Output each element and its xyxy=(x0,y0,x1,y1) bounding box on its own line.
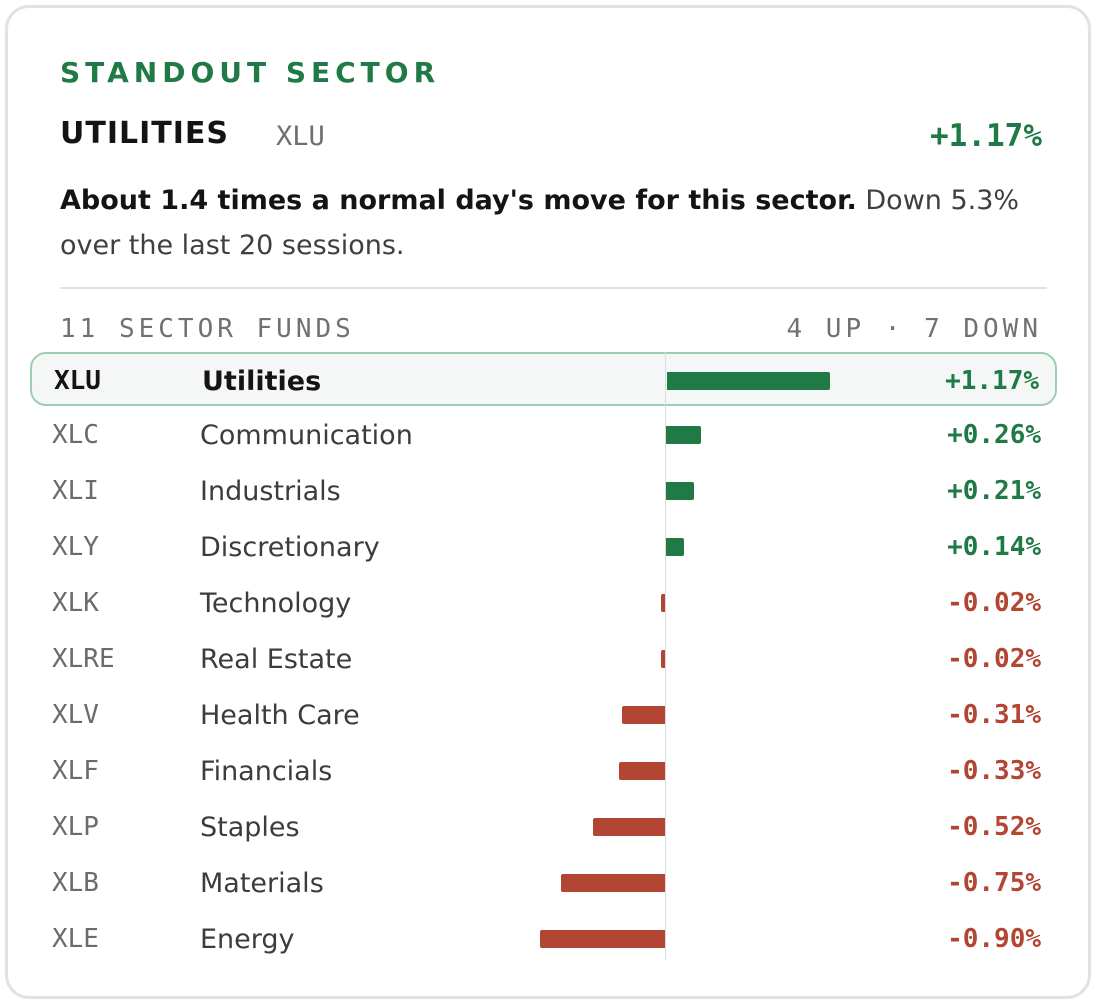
row-bar xyxy=(665,426,702,444)
row-ticker: XLE xyxy=(52,924,99,954)
row-value: -0.31% xyxy=(947,700,1041,730)
row-ticker: XLF xyxy=(52,756,99,786)
row-name: Staples xyxy=(200,812,300,843)
summary-rest: Down 5.3% over the last 20 sessions. xyxy=(60,185,1020,261)
funds-label: 11 SECTOR FUNDS xyxy=(60,314,355,344)
card-eyebrow: STANDOUT SECTOR xyxy=(60,56,441,89)
row-value: +0.21% xyxy=(947,476,1041,506)
sector-ticker: XLU xyxy=(276,121,325,152)
sector-name: UTILITIES xyxy=(60,116,229,151)
row-bar xyxy=(539,930,665,948)
sector-row-xli: XLI Industrials +0.21% xyxy=(30,464,1057,518)
row-bar xyxy=(560,874,665,892)
sector-row-xlre: XLRE Real Estate -0.02% xyxy=(30,632,1057,686)
row-bar xyxy=(665,482,695,500)
sector-summary: About 1.4 times a normal day's move for … xyxy=(60,178,1050,268)
row-value: -0.33% xyxy=(947,756,1041,786)
divider xyxy=(60,287,1047,289)
row-ticker: XLI xyxy=(52,476,99,506)
row-bar xyxy=(667,372,830,390)
sector-row-xly: XLY Discretionary +0.14% xyxy=(30,520,1057,574)
row-bar xyxy=(619,762,665,780)
row-bar xyxy=(592,818,665,836)
summary-bold: About 1.4 times a normal day's move for … xyxy=(60,185,857,216)
row-name: Materials xyxy=(200,868,324,899)
row-ticker: XLY xyxy=(52,532,99,562)
sector-change: +1.17% xyxy=(930,118,1042,154)
row-bar xyxy=(661,594,665,612)
row-name: Discretionary xyxy=(200,532,380,563)
row-name: Energy xyxy=(200,924,295,955)
row-name: Real Estate xyxy=(200,644,353,675)
row-value: -0.52% xyxy=(947,812,1041,842)
row-name: Communication xyxy=(200,420,413,451)
sector-row-xlv: XLV Health Care -0.31% xyxy=(30,688,1057,742)
row-value: -0.90% xyxy=(947,924,1041,954)
row-value: +1.17% xyxy=(945,366,1039,396)
row-ticker: XLK xyxy=(52,588,99,618)
row-bar xyxy=(621,706,665,724)
row-name: Technology xyxy=(200,588,352,619)
row-value: +0.26% xyxy=(947,420,1041,450)
row-name: Industrials xyxy=(200,476,341,507)
row-value: -0.02% xyxy=(947,644,1041,674)
standout-sector-card: STANDOUT SECTOR UTILITIES XLU +1.17% Abo… xyxy=(5,5,1091,999)
row-ticker: XLRE xyxy=(52,644,115,674)
row-ticker: XLP xyxy=(52,812,99,842)
sector-row-xle: XLE Energy -0.90% xyxy=(30,912,1057,966)
row-bar xyxy=(665,538,685,556)
row-name: Health Care xyxy=(200,700,360,731)
sector-row-xlf: XLF Financials -0.33% xyxy=(30,744,1057,798)
zero-axis xyxy=(665,352,666,960)
row-ticker: XLV xyxy=(52,700,99,730)
sector-row-xlk: XLK Technology -0.02% xyxy=(30,576,1057,630)
row-name: Financials xyxy=(200,756,333,787)
row-bar xyxy=(661,650,665,668)
row-ticker: XLU xyxy=(54,366,101,396)
row-ticker: XLB xyxy=(52,868,99,898)
row-value: +0.14% xyxy=(947,532,1041,562)
row-value: -0.02% xyxy=(947,588,1041,618)
row-value: -0.75% xyxy=(947,868,1041,898)
funds-summary: 4 UP · 7 DOWN xyxy=(786,314,1042,344)
sector-row-xlb: XLB Materials -0.75% xyxy=(30,856,1057,910)
row-ticker: XLC xyxy=(52,420,99,450)
sector-row-xlu: XLU Utilities +1.17% xyxy=(30,352,1057,406)
sector-row-xlc: XLC Communication +0.26% xyxy=(30,408,1057,462)
row-name: Utilities xyxy=(202,366,322,397)
sector-row-xlp: XLP Staples -0.52% xyxy=(30,800,1057,854)
